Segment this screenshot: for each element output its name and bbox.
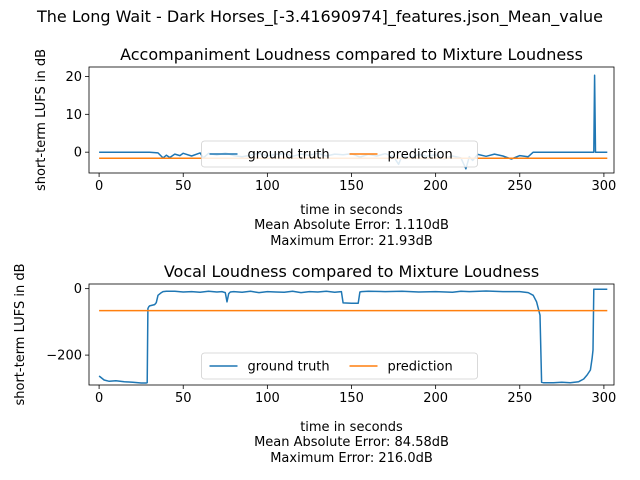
x-tick-label: 300 (591, 179, 616, 194)
x-tick-label: 150 (339, 391, 364, 406)
x-tick-label: 300 (591, 391, 616, 406)
x-tick-label: 0 (95, 391, 103, 406)
legend-label-prediction: prediction (388, 148, 453, 163)
x-tick-label: 150 (339, 179, 364, 194)
y-axis-label: short-term LUFS in dB (13, 263, 28, 405)
axes-frame (88, 283, 615, 386)
x-tick-label: 100 (255, 179, 280, 194)
x-tick-label: 50 (175, 179, 192, 194)
axes-frame (88, 66, 615, 174)
error-stat: Maximum Error: 21.93dB (270, 234, 433, 249)
y-tick-label: −200 (46, 349, 82, 364)
figure-title: The Long Wait - Dark Horses_[-3.41690974… (36, 7, 604, 26)
y-tick-label: 10 (65, 108, 82, 123)
x-tick-label: 0 (95, 179, 103, 194)
chart-title: Accompaniment Loudness compared to Mixtu… (120, 45, 583, 64)
x-tick-label: 250 (507, 391, 532, 406)
error-stat: Mean Absolute Error: 1.110dB (254, 218, 449, 233)
legend-box (201, 352, 478, 380)
y-tick-label: 0 (74, 146, 82, 161)
chart-title: Vocal Loudness compared to Mixture Loudn… (164, 262, 539, 281)
x-axis-label: time in seconds (300, 203, 403, 218)
y-tick-label: 0 (74, 282, 82, 297)
y-axis-label: short-term LUFS in dB (34, 49, 49, 191)
legend-label-ground-truth: ground truth (248, 148, 330, 163)
legend-label-ground-truth: ground truth (248, 360, 330, 375)
x-tick-label: 250 (507, 179, 532, 194)
x-tick-label: 50 (175, 391, 192, 406)
x-tick-label: 200 (423, 391, 448, 406)
ground-truth-line (98, 288, 608, 384)
x-axis-label: time in seconds (300, 420, 403, 435)
x-tick-label: 100 (255, 391, 280, 406)
x-tick-label: 200 (423, 179, 448, 194)
legend-box (201, 140, 478, 168)
error-stat: Maximum Error: 216.0dB (270, 451, 433, 466)
legend-label-prediction: prediction (388, 360, 453, 375)
y-tick-label: 20 (65, 70, 82, 85)
error-stat: Mean Absolute Error: 84.58dB (254, 435, 449, 450)
